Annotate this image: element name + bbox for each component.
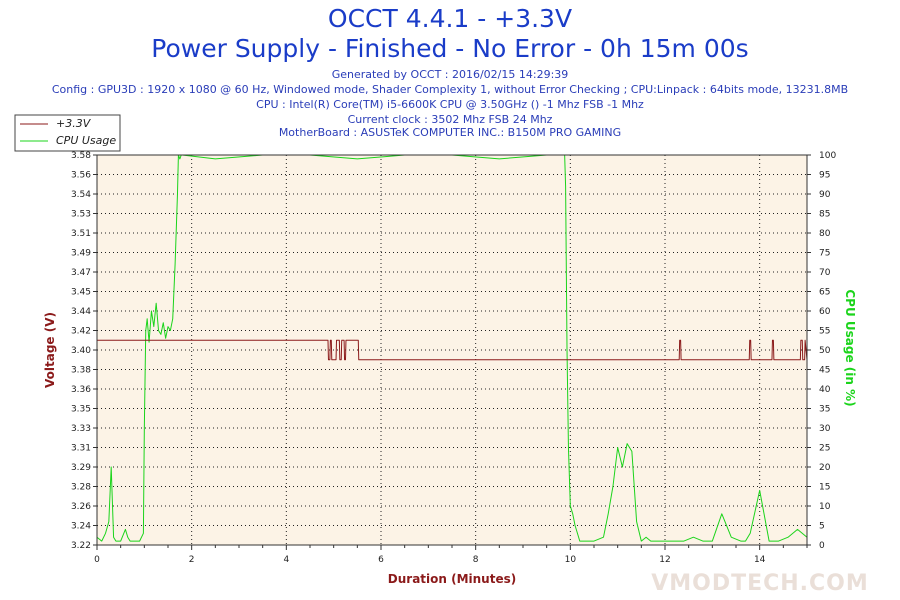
y-left-tick-label: 3.45 — [71, 288, 91, 298]
y-right-tick-label: 80 — [819, 229, 831, 239]
y-right-tick-label: 50 — [819, 346, 831, 356]
y-left-tick-label: 3.47 — [71, 268, 91, 278]
x-tick-label: 12 — [659, 555, 670, 565]
y-left-tick-label: 3.24 — [71, 522, 91, 532]
y-left-axis-title: Voltage (V) — [43, 312, 57, 388]
y-left-tick-label: 3.56 — [71, 171, 91, 181]
x-tick-label: 2 — [189, 555, 195, 565]
legend: +3.3V CPU Usage — [14, 114, 121, 152]
y-right-tick-label: 0 — [819, 541, 825, 551]
info-generated: Generated by OCCT : 2016/02/15 14:29:39 — [331, 68, 569, 81]
series-line-3-3v — [97, 339, 808, 361]
y-right-tick-label: 15 — [819, 483, 830, 493]
y-left-tick-label: 3.40 — [71, 346, 91, 356]
y-right-tick-label: 75 — [819, 249, 830, 259]
y-left-tick-label: 3.35 — [71, 405, 91, 415]
y-right-tick-label: 30 — [819, 424, 831, 434]
x-axis-title: Duration (Minutes) — [388, 572, 516, 586]
x-ticks: 0 2 4 6 8 10 12 14 — [94, 545, 808, 565]
y-left-tick-label: 3.33 — [71, 424, 91, 434]
y-right-tick-label: 35 — [819, 405, 830, 415]
info-motherboard: MotherBoard : ASUSTeK COMPUTER INC.: B15… — [278, 126, 622, 139]
y-right-tick-label: 45 — [819, 366, 830, 376]
legend-voltage-label: +3.3V — [56, 117, 92, 130]
x-tick-label: 10 — [565, 555, 577, 565]
y-left-tick-label: 3.53 — [71, 210, 91, 220]
info-cpu: CPU : Intel(R) Core(TM) i5-6600K CPU @ 3… — [256, 98, 644, 111]
legend-box — [14, 114, 121, 152]
y-left-tick-label: 3.28 — [71, 483, 91, 493]
y-left-tick-label: 3.31 — [71, 444, 91, 454]
y-left-tick-label: 3.36 — [71, 385, 91, 395]
y-left-tick-label: 3.42 — [71, 327, 91, 337]
y-left-tick-label: 3.58 — [71, 151, 91, 161]
y-right-tick-label: 5 — [819, 522, 825, 532]
y-left-tick-label: 3.22 — [71, 541, 91, 551]
chart-subtitle: Power Supply - Finished - No Error - 0h … — [151, 34, 749, 63]
info-config: Config : GPU3D : 1920 x 1080 @ 60 Hz, Wi… — [51, 83, 849, 96]
y-left-tick-label: 3.44 — [71, 307, 91, 317]
y-right-tick-label: 90 — [819, 190, 831, 200]
y-left-tick-label: 3.49 — [71, 249, 91, 259]
y-right-tick-label: 10 — [819, 502, 831, 512]
y-right-tick-label: 60 — [819, 307, 831, 317]
y-left-tick-label: 3.54 — [71, 190, 91, 200]
series-layer — [96, 154, 808, 542]
x-tick-label: 4 — [283, 555, 289, 565]
legend-cpu-label: CPU Usage — [56, 134, 116, 147]
y-right-tick-label: 85 — [819, 210, 830, 220]
y-right-tick-label: 20 — [819, 463, 831, 473]
y-left-tick-label: 3.29 — [71, 463, 91, 473]
y-right-tick-label: 65 — [819, 288, 830, 298]
y-right-axis-title: CPU Usage (in %) — [843, 289, 857, 406]
x-tick-label: 14 — [754, 555, 766, 565]
x-tick-label: 0 — [94, 555, 100, 565]
y-right-tick-label: 25 — [819, 444, 830, 454]
watermark-text: VMODTECH.COM — [651, 571, 869, 596]
y-left-ticks: 3.22 3.24 3.26 3.28 3.29 3.31 3.33 3.35 3.36 3.38… — [71, 151, 97, 551]
y-right-tick-label: 100 — [819, 151, 836, 161]
series-line-cpu-usage — [96, 154, 808, 542]
chart-title: OCCT 4.4.1 - +3.3V — [327, 4, 573, 33]
x-tick-label: 8 — [473, 555, 479, 565]
x-tick-label: 6 — [378, 555, 384, 565]
y-right-ticks: 0 5 10 15 20 25 30 35 40 45 50 55 60 65 70 75 80 85 90 95 10… — [807, 151, 836, 551]
y-right-tick-label: 70 — [819, 268, 831, 278]
y-left-tick-label: 3.51 — [71, 229, 91, 239]
plot-area — [97, 155, 807, 545]
y-right-tick-label: 95 — [819, 171, 830, 181]
grid-lines — [97, 155, 807, 545]
info-clock: Current clock : 3502 Mhz FSB 24 Mhz — [347, 113, 553, 126]
y-right-tick-label: 55 — [819, 327, 830, 337]
y-left-tick-label: 3.26 — [71, 502, 91, 512]
y-left-tick-label: 3.38 — [71, 366, 91, 376]
y-right-tick-label: 40 — [819, 385, 831, 395]
